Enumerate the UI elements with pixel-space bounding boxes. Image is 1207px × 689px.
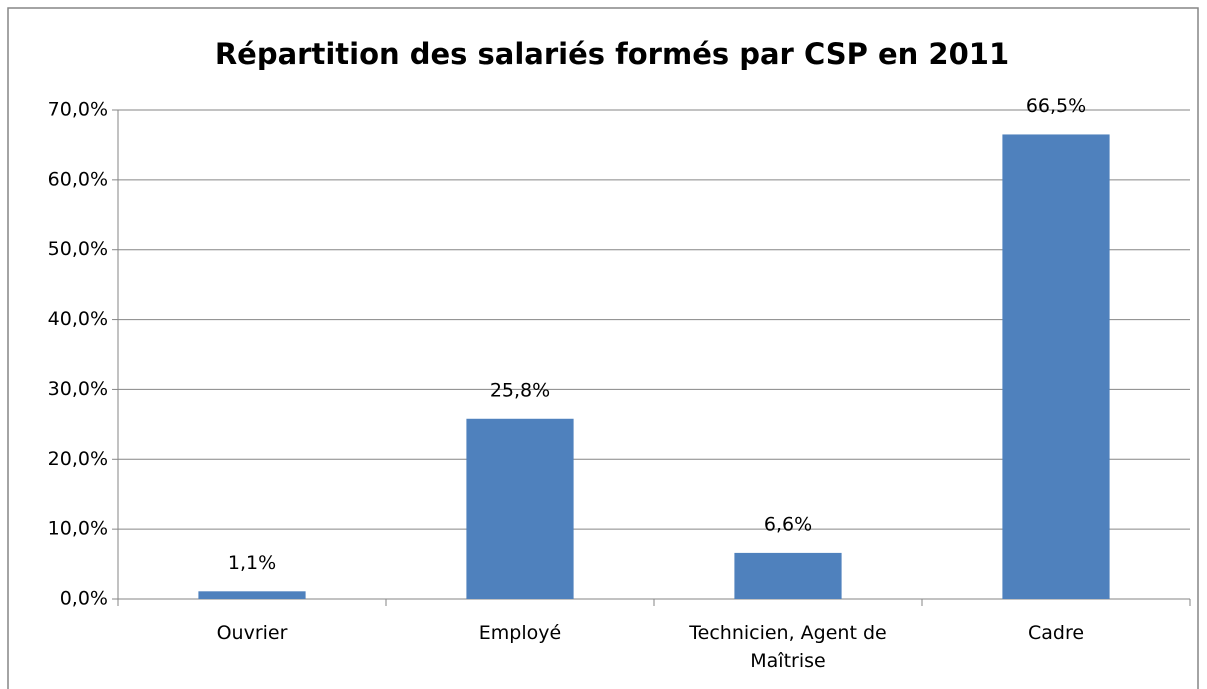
y-tick-label: 70,0% [48,99,108,121]
y-tick-label: 0,0% [60,588,108,610]
y-tick-label: 20,0% [48,448,108,470]
y-tick-label: 60,0% [48,168,108,190]
y-tick-label: 40,0% [48,308,108,330]
x-tick-label: Employé [478,622,562,644]
x-tick-label: Technicien, Agent de Maîtrise [689,622,887,672]
data-label: 25,8% [490,379,550,401]
data-label: 6,6% [764,513,812,535]
chart-title: Répartition des salariés formés par CSP … [215,37,1009,71]
x-tick-label: Cadre [1027,622,1085,644]
data-label: 66,5% [1026,95,1086,117]
x-tick-label: Ouvrier [216,622,288,644]
data-label: 1,1% [228,552,276,574]
chart-border [7,7,1199,689]
bar [734,552,842,599]
y-tick-label: 30,0% [48,378,108,400]
bar [466,418,574,599]
y-tick-label: 50,0% [48,238,108,260]
bar [198,591,306,599]
y-tick-label: 10,0% [48,518,108,540]
bar [1002,134,1110,599]
